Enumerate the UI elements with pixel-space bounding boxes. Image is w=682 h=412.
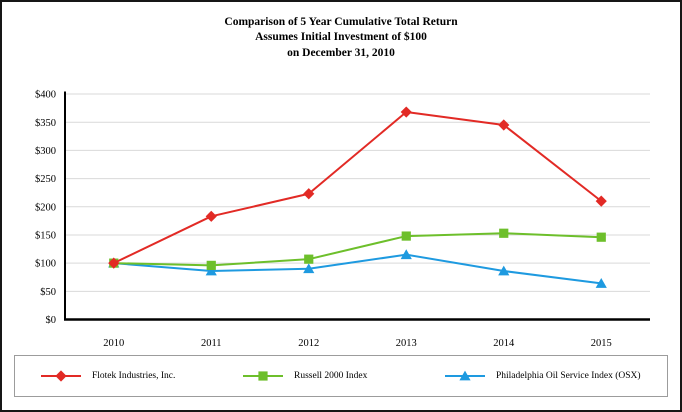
chart-title-line-2: Assumes Initial Investment of $100: [255, 31, 427, 44]
data-point-russell-2000-index: [206, 260, 216, 270]
legend-item-flotek-industries-inc: Flotek Industries, Inc.: [41, 369, 175, 383]
chart-title: Comparison of 5 Year Cumulative Total Re…: [2, 15, 680, 61]
x-tick-label: 2013: [396, 338, 417, 349]
legend-key-marker: [459, 370, 471, 381]
series-philadelphia-oil-service-index-osx: [108, 249, 607, 288]
chart-title-line-3: on December 31, 2010: [287, 46, 395, 59]
legend-item-philadelphia-oil-service-index-osx: Philadelphia Oil Service Index (OSX): [445, 369, 641, 383]
legend-key-marker: [55, 370, 67, 382]
data-point-russell-2000-index: [401, 231, 411, 241]
data-point-russell-2000-index: [499, 228, 509, 238]
series-line-flotek-industries-inc: [113, 111, 602, 265]
data-point-flotek-industries-inc: [303, 188, 315, 200]
data-point-philadelphia-oil-service-index-osx: [303, 263, 315, 274]
y-tick-label: $350: [35, 118, 56, 129]
y-tick-label: $150: [35, 231, 56, 242]
y-tick-label: $200: [35, 202, 56, 213]
y-tick-label: $100: [35, 259, 56, 270]
legend-marker-diamond-icon: [41, 370, 81, 382]
legend-item-russell-2000-index: Russell 2000 Index: [243, 369, 367, 383]
x-tick-label: 2012: [298, 338, 319, 349]
series-flotek-industries-inc: [108, 106, 607, 269]
data-point-philadelphia-oil-service-index-osx: [595, 278, 607, 288]
series-line-russell-2000-index: [113, 232, 602, 267]
y-tick-label: $50: [40, 287, 56, 298]
data-point-russell-2000-index: [304, 254, 314, 264]
legend-key-marker: [258, 371, 268, 381]
legend-label: Flotek Industries, Inc.: [92, 371, 176, 381]
series-line-philadelphia-oil-service-index-osx: [113, 253, 602, 285]
y-tick-label: $300: [35, 146, 56, 157]
x-tick-label: 2015: [591, 338, 612, 349]
data-point-philadelphia-oil-service-index-osx: [400, 249, 412, 260]
legend-marker-triangle-icon: [445, 370, 485, 381]
x-tick-label: 2010: [103, 338, 124, 349]
data-point-flotek-industries-inc: [108, 257, 120, 269]
legend-marker-square-icon: [243, 371, 283, 381]
chart-legend: Flotek Industries, Inc. Russell 2000 Inde…: [14, 355, 668, 397]
data-point-flotek-industries-inc: [205, 210, 217, 222]
data-point-flotek-industries-inc: [400, 106, 412, 118]
data-point-philadelphia-oil-service-index-osx: [205, 265, 217, 276]
y-tick-label: $400: [35, 90, 56, 101]
data-point-russell-2000-index: [596, 232, 606, 242]
chart-title-line-1: Comparison of 5 Year Cumulative Total Re…: [224, 16, 458, 28]
y-tick-label: $250: [35, 174, 56, 185]
legend-label: Philadelphia Oil Service Index (OSX): [496, 371, 641, 381]
x-tick-label: 2014: [493, 338, 515, 349]
x-tick-label: 2011: [201, 338, 222, 349]
data-point-philadelphia-oil-service-index-osx: [498, 265, 510, 276]
legend-label: Russell 2000 Index: [294, 371, 368, 381]
data-point-flotek-industries-inc: [595, 195, 607, 207]
data-point-flotek-industries-inc: [498, 119, 510, 131]
line-chart-plot: $0 $50 $100 $150 $200 $250 $300 $350 $400 2010 201…: [35, 90, 650, 349]
y-tick-label: $0: [46, 315, 57, 326]
